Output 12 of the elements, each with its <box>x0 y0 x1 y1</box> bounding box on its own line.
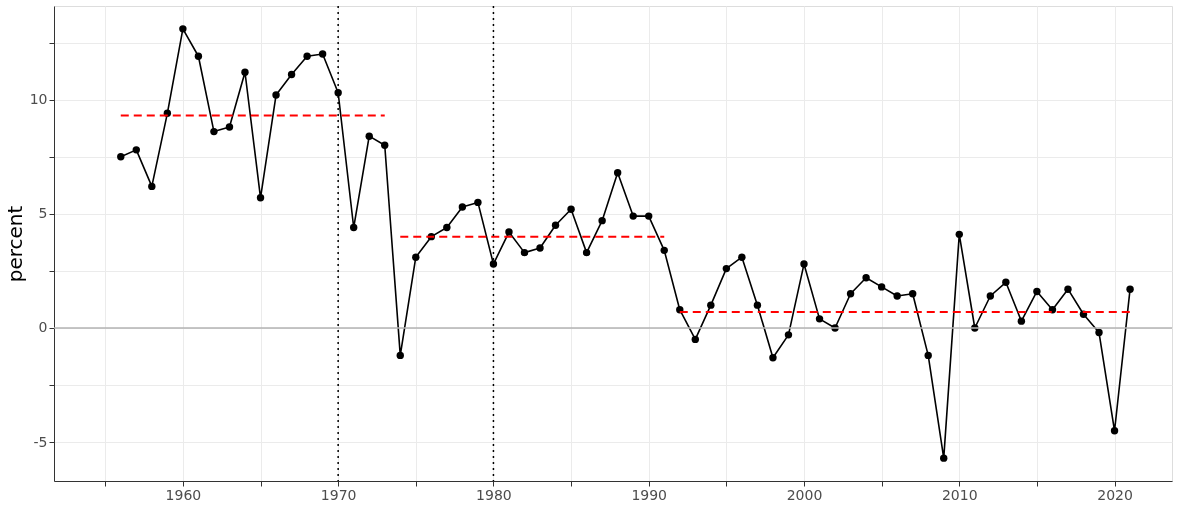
x-tick-label: 1960 <box>165 486 202 503</box>
y-tick-label: 10 <box>29 91 48 108</box>
x-tick-label: 2000 <box>786 486 823 503</box>
x-tick-label: 1970 <box>320 486 357 503</box>
y-axis-title: percent <box>2 205 27 283</box>
x-tick-label: 1990 <box>631 486 668 503</box>
x-tick-label: 1980 <box>476 486 512 503</box>
x-tick-label: 2010 <box>941 486 978 503</box>
y-tick-label: -5 <box>33 433 48 450</box>
y-tick-label: 0 <box>38 319 48 336</box>
y-tick-label: 5 <box>38 205 48 222</box>
x-tick-label: 2020 <box>1097 486 1133 503</box>
